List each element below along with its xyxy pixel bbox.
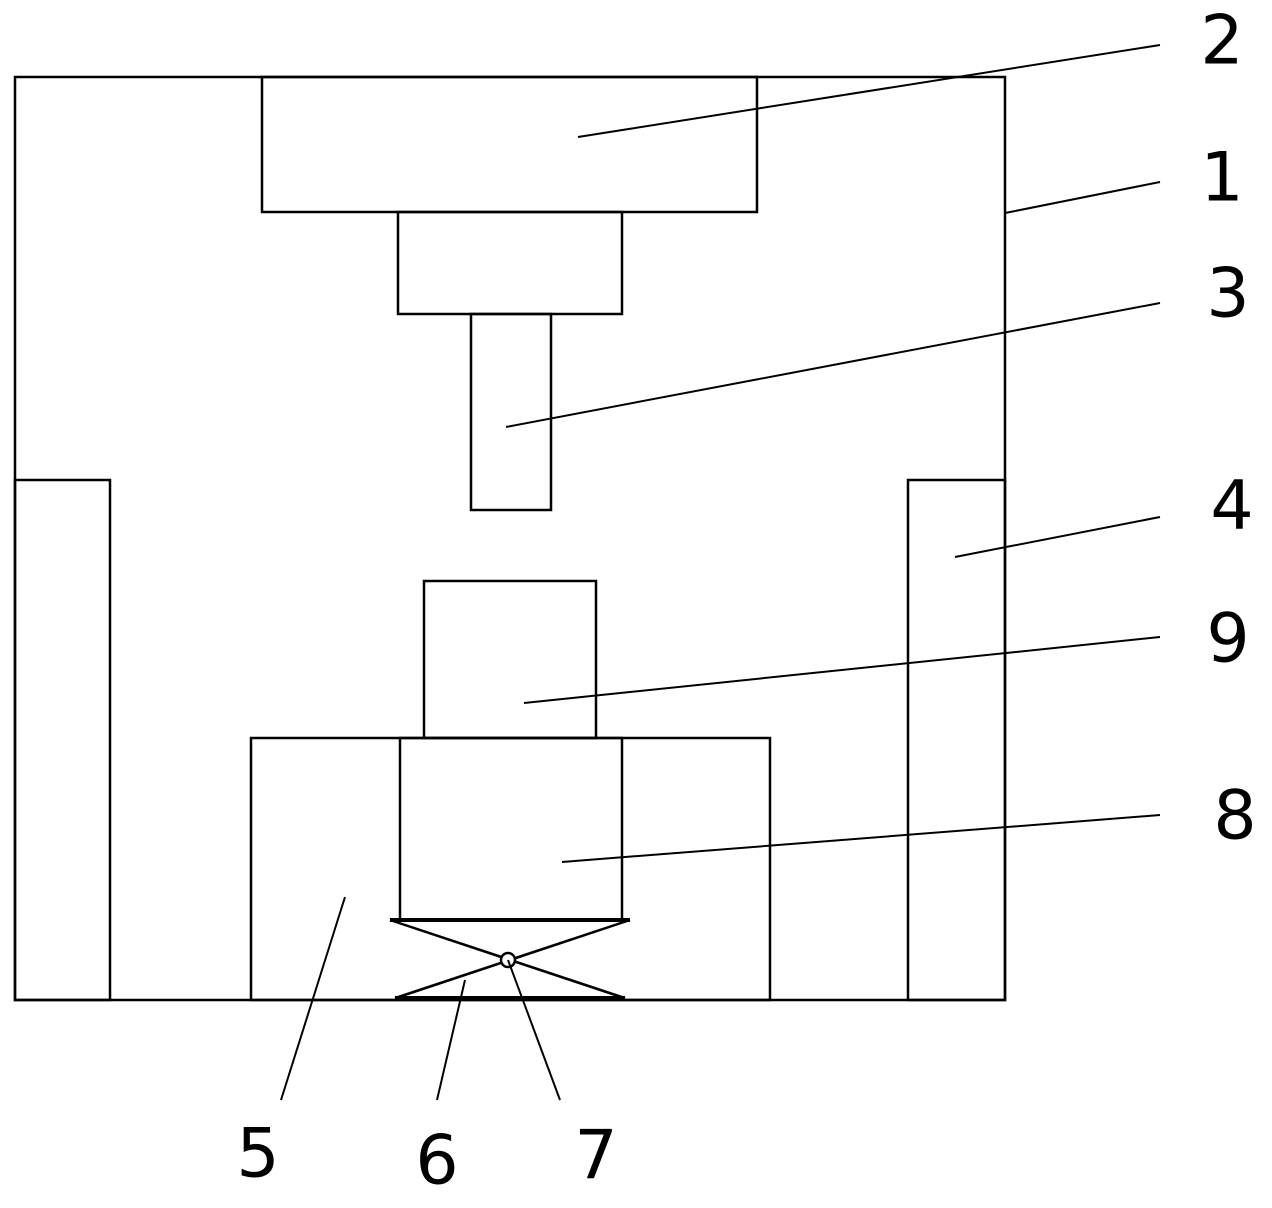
leader-line bbox=[954, 516, 1161, 558]
part-label: 4 bbox=[1210, 467, 1253, 546]
leader-line bbox=[436, 979, 466, 1101]
part-label: 8 bbox=[1213, 777, 1256, 856]
part-label: 7 bbox=[574, 1117, 617, 1196]
right-pillar bbox=[906, 478, 1007, 1002]
leader-line bbox=[505, 302, 1161, 428]
drawing bbox=[13, 75, 1007, 1002]
part-label: 5 bbox=[236, 1115, 279, 1194]
top-block bbox=[260, 75, 759, 214]
leader-line bbox=[523, 636, 1161, 704]
leader-line bbox=[577, 44, 1161, 138]
labels: 2 1 3 4 9 8 5 6 7 bbox=[236, 2, 1256, 1201]
part-label: 3 bbox=[1206, 255, 1249, 334]
middle-block bbox=[396, 210, 624, 316]
frame bbox=[13, 75, 1007, 1002]
leaders bbox=[280, 44, 1161, 1101]
part-label: 1 bbox=[1200, 139, 1243, 218]
part-label: 6 bbox=[415, 1122, 458, 1201]
leader-line bbox=[280, 896, 346, 1101]
leader-line bbox=[561, 814, 1161, 863]
rod bbox=[469, 312, 553, 512]
leader-line bbox=[1004, 181, 1161, 214]
part-label: 2 bbox=[1200, 2, 1243, 81]
upper-die bbox=[422, 579, 598, 740]
left-pillar bbox=[13, 478, 112, 1002]
part-label: 9 bbox=[1206, 600, 1249, 679]
lift-block bbox=[398, 736, 624, 922]
leader-line bbox=[507, 959, 561, 1101]
